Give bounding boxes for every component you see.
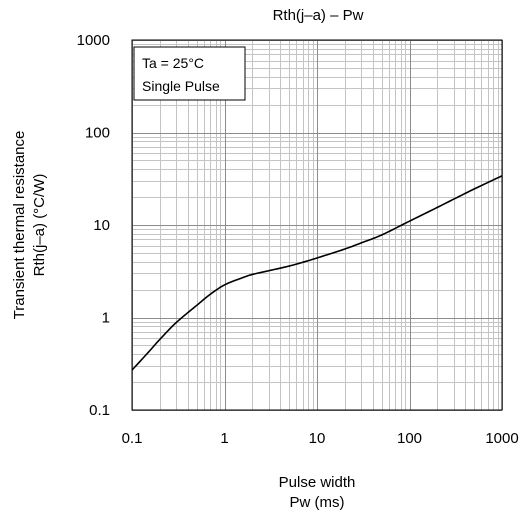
plot-frame	[131, 39, 503, 411]
annotation-line: Ta = 25°C	[142, 55, 204, 71]
x-axis-label: Pw (ms)	[290, 494, 345, 511]
y-tick-label: 10	[93, 217, 110, 234]
y-axis-label: Transient thermal resistance	[11, 131, 28, 320]
x-tick-label: 0.1	[122, 430, 143, 447]
annotation-line: Single Pulse	[142, 78, 220, 94]
x-axis-label: Pulse width	[279, 474, 356, 491]
x-tick-labels: 0.1 1 10 100 1000	[122, 430, 519, 447]
y-tick-label: 1000	[77, 32, 110, 49]
series-line	[131, 175, 503, 371]
x-tick-label: 10	[309, 430, 326, 447]
y-tick-label: 1	[102, 310, 110, 327]
chart-title: Rth(j–a) – Pw	[273, 7, 364, 24]
y-axis-label: Rth(j–a) (°C/W)	[31, 174, 48, 277]
x-tick-label: 1	[220, 430, 228, 447]
y-tick-label: 0.1	[89, 402, 110, 419]
y-tick-label: 100	[85, 125, 110, 142]
x-tick-label: 100	[397, 430, 422, 447]
annotation-box: Ta = 25°C Single Pulse	[133, 46, 246, 101]
annotation-frame	[133, 46, 246, 101]
x-tick-label: 1000	[485, 430, 518, 447]
y-tick-labels: 0.1 1 10 100 1000	[77, 32, 110, 419]
